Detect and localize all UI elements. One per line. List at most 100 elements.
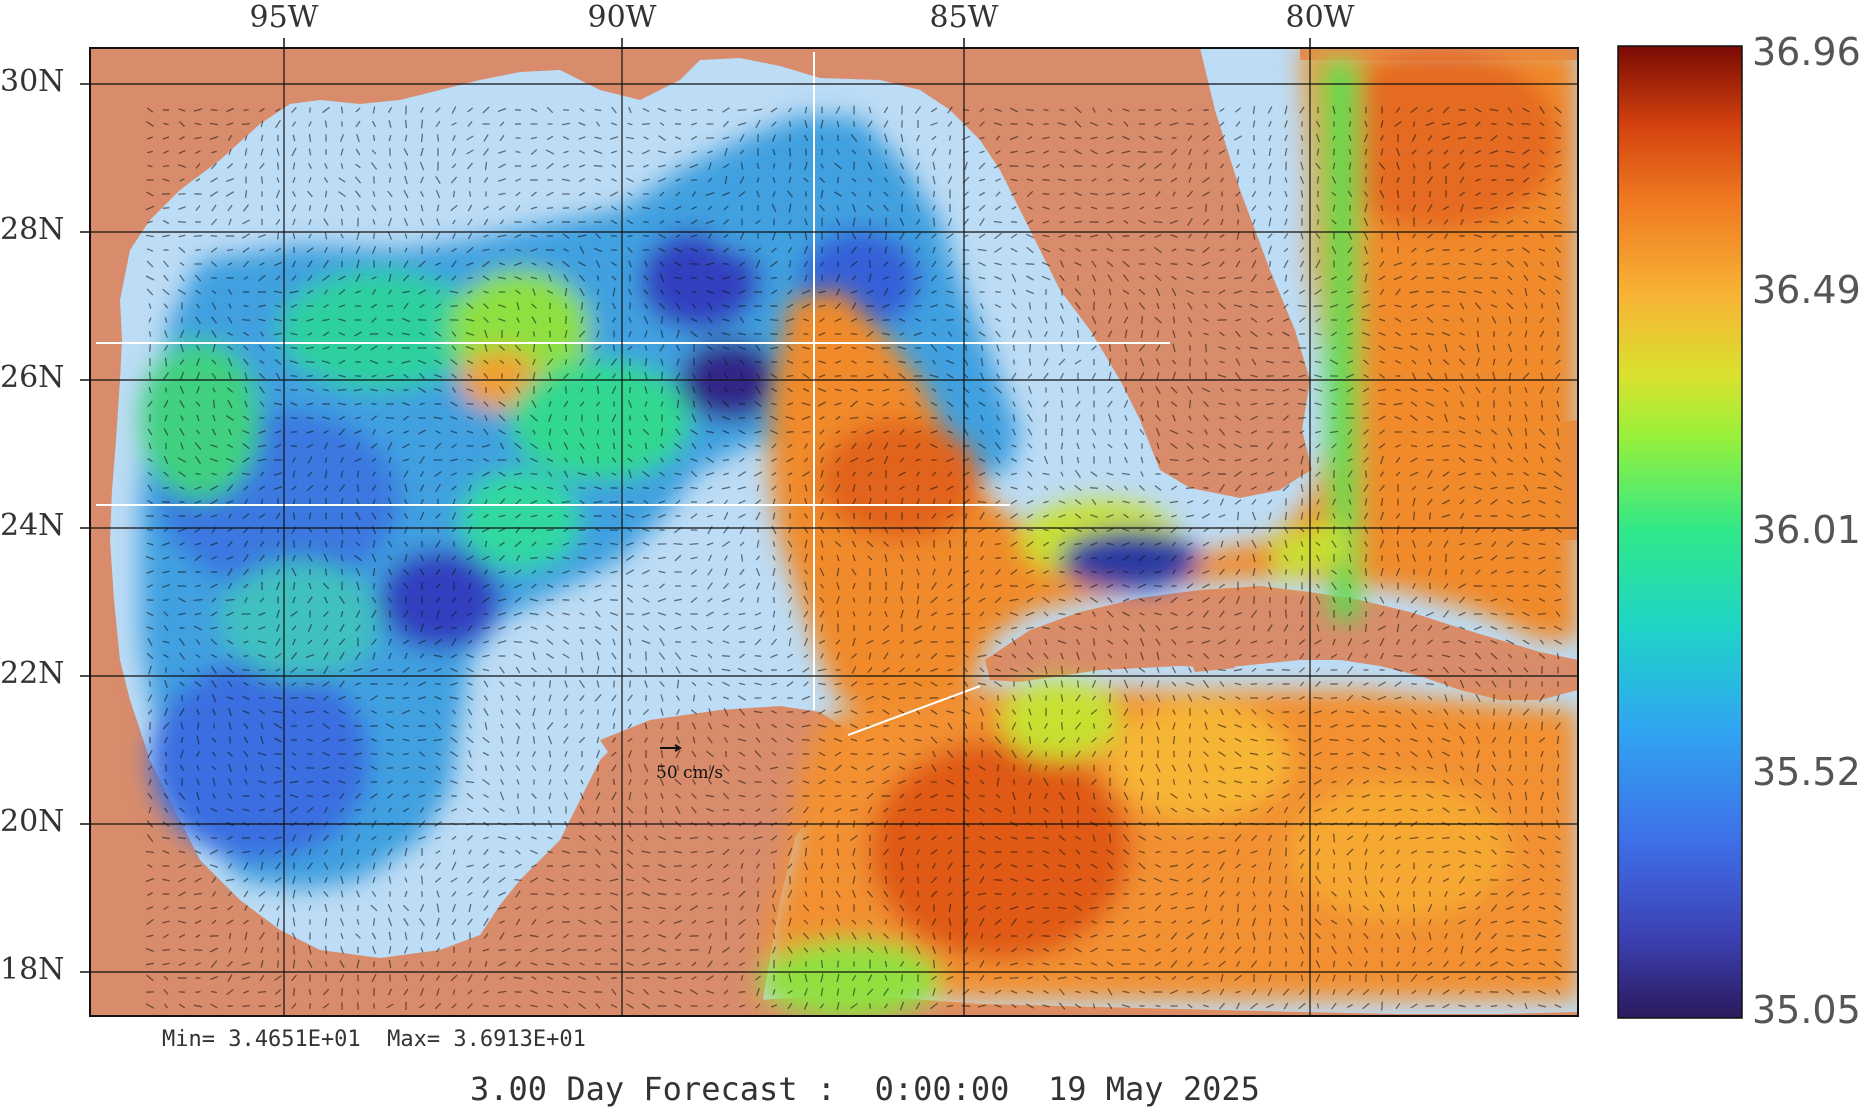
current-vector	[1538, 248, 1546, 252]
current-vector	[244, 764, 248, 772]
current-vector	[338, 780, 346, 784]
current-vector	[1316, 834, 1320, 842]
current-vector	[1332, 135, 1336, 141]
current-vector	[947, 471, 953, 477]
current-vector	[561, 500, 571, 504]
current-vector	[1283, 443, 1289, 449]
current-vector	[1156, 736, 1160, 744]
current-vector	[723, 472, 729, 476]
current-vector	[1396, 231, 1400, 241]
current-vector	[1060, 344, 1064, 352]
current-vector	[1219, 625, 1225, 631]
current-vector	[1202, 290, 1210, 294]
current-vector	[1186, 681, 1194, 687]
current-vector	[1299, 710, 1305, 714]
current-vector	[1540, 456, 1544, 464]
current-vector	[930, 430, 938, 434]
current-vector	[1076, 651, 1080, 661]
current-vector	[1330, 653, 1338, 659]
current-vector	[434, 807, 442, 813]
current-vector	[978, 457, 986, 463]
current-vector	[1108, 833, 1112, 843]
current-vector	[530, 626, 538, 630]
current-vector	[210, 316, 218, 324]
current-vector	[260, 736, 264, 744]
current-vector	[547, 220, 553, 224]
current-vector	[1426, 724, 1434, 728]
current-vector	[979, 150, 985, 154]
current-vector	[595, 863, 601, 869]
current-vector	[884, 554, 888, 562]
current-vector	[706, 807, 714, 813]
current-vector	[451, 512, 457, 520]
current-vector	[706, 750, 714, 758]
current-vector	[628, 709, 632, 715]
current-vector	[403, 148, 409, 156]
current-vector	[498, 178, 506, 182]
current-vector	[627, 246, 633, 254]
current-vector	[1154, 135, 1162, 141]
current-vector	[1556, 736, 1560, 744]
current-vector	[1538, 653, 1546, 659]
current-vector	[482, 555, 490, 561]
current-vector	[338, 374, 346, 378]
current-vector	[979, 794, 985, 798]
current-vector	[1043, 863, 1049, 869]
current-vector	[788, 219, 792, 225]
current-vector	[1426, 639, 1434, 645]
current-vector	[548, 680, 552, 688]
current-vector	[259, 401, 265, 407]
current-vector	[146, 288, 154, 296]
current-vector	[241, 472, 251, 476]
current-vector	[1443, 318, 1449, 322]
current-vector	[1074, 302, 1082, 310]
current-vector	[627, 234, 633, 238]
current-vector	[1491, 764, 1497, 772]
current-vector	[291, 147, 297, 157]
current-vector	[420, 610, 424, 618]
current-vector	[1395, 147, 1401, 157]
current-vector	[1043, 455, 1049, 465]
current-vector	[577, 472, 587, 476]
current-vector	[404, 863, 408, 869]
current-vector	[995, 471, 1001, 477]
current-vector	[500, 736, 504, 744]
current-vector	[722, 400, 730, 408]
current-vector	[210, 541, 218, 547]
current-vector	[804, 106, 808, 114]
current-vector	[546, 556, 554, 560]
current-vector	[1316, 204, 1320, 212]
current-vector	[771, 808, 777, 812]
current-vector	[738, 289, 746, 295]
current-vector	[946, 319, 954, 321]
current-vector	[1075, 247, 1081, 253]
current-vector	[915, 458, 921, 462]
current-vector	[1090, 863, 1098, 869]
current-vector	[804, 553, 808, 563]
current-vector	[386, 388, 394, 392]
current-vector	[1443, 708, 1449, 716]
current-vector	[435, 189, 441, 199]
current-vector	[691, 585, 697, 587]
current-vector	[1154, 570, 1162, 574]
current-vector	[1458, 611, 1466, 617]
current-vector	[995, 626, 1001, 630]
current-vector	[179, 329, 185, 339]
current-vector	[1361, 346, 1371, 350]
current-vector	[1284, 876, 1288, 884]
current-vector	[979, 611, 985, 617]
current-vector	[1299, 106, 1305, 114]
current-vector	[1042, 164, 1050, 168]
current-vector	[290, 848, 298, 856]
current-vector	[1297, 402, 1307, 406]
current-vector	[788, 162, 792, 170]
current-vector	[274, 332, 282, 336]
current-vector	[324, 289, 328, 295]
current-vector	[1075, 709, 1081, 715]
current-vector	[1379, 288, 1385, 296]
current-vector	[578, 570, 586, 574]
current-vector	[1524, 330, 1528, 338]
current-vector	[1459, 162, 1465, 170]
current-vector	[195, 584, 201, 588]
current-vector	[273, 710, 283, 714]
